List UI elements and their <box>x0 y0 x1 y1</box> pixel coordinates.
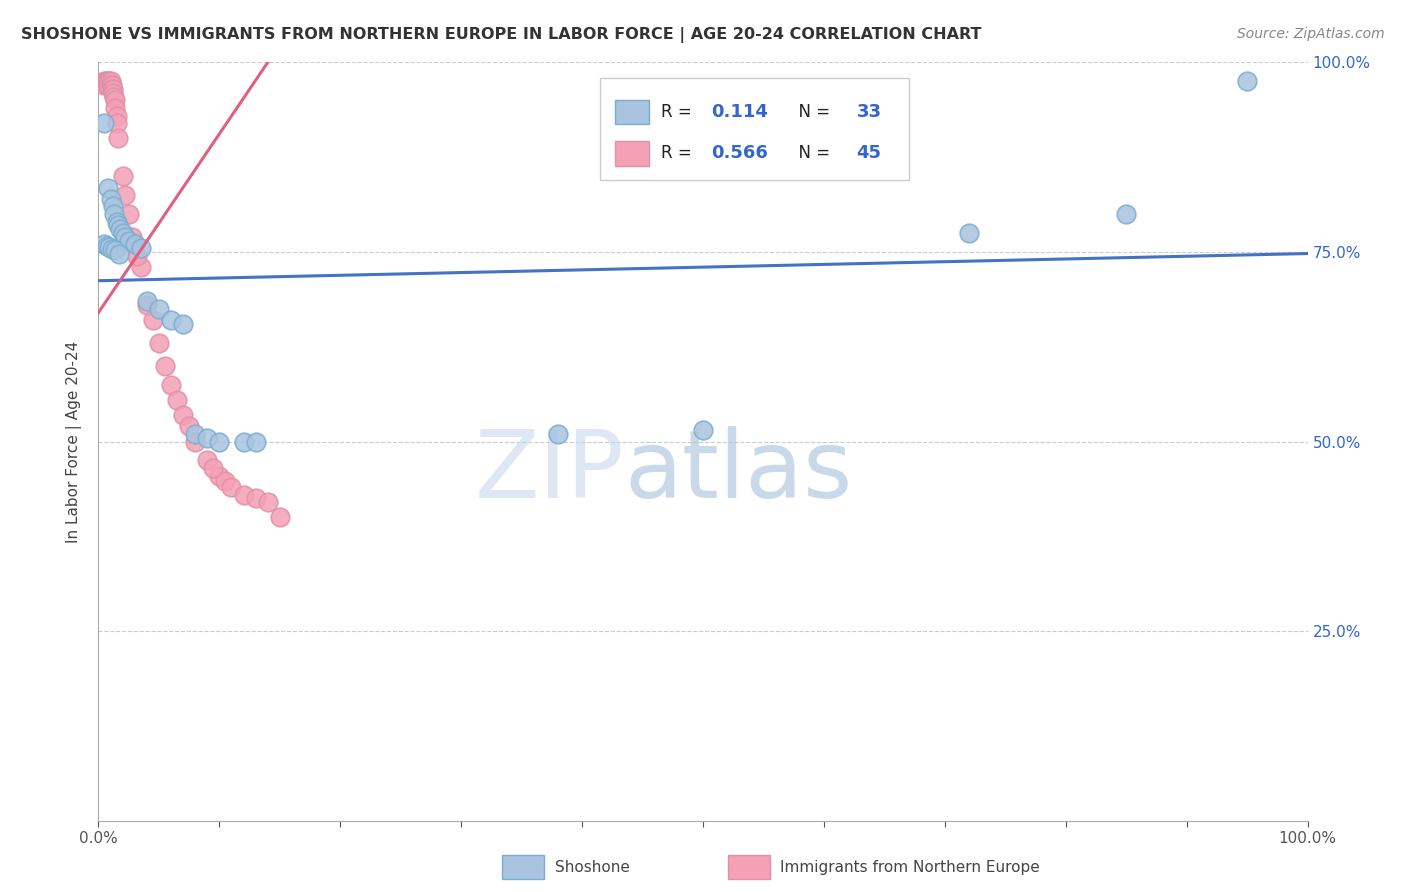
FancyBboxPatch shape <box>614 100 648 124</box>
Point <box>245 491 267 506</box>
Text: 45: 45 <box>856 145 882 162</box>
Point <box>184 427 207 442</box>
Point <box>97 180 120 194</box>
Point <box>1115 207 1137 221</box>
Point <box>142 313 165 327</box>
Point <box>97 74 120 88</box>
FancyBboxPatch shape <box>600 78 908 180</box>
Text: N =: N = <box>787 103 835 120</box>
Point <box>96 78 118 93</box>
Point <box>202 461 225 475</box>
Point <box>124 237 146 252</box>
Point <box>127 249 149 263</box>
Text: N =: N = <box>787 145 835 162</box>
Point <box>256 495 278 509</box>
Point <box>96 74 118 88</box>
Point <box>195 453 218 467</box>
Text: 0.114: 0.114 <box>711 103 768 120</box>
Point <box>148 336 170 351</box>
Text: Immigrants from Northern Europe: Immigrants from Northern Europe <box>780 860 1040 874</box>
Point <box>148 301 170 316</box>
Point <box>692 423 714 437</box>
Y-axis label: In Labor Force | Age 20-24: In Labor Force | Age 20-24 <box>66 341 83 542</box>
Point <box>101 82 124 96</box>
Point <box>101 86 124 100</box>
Point <box>100 82 122 96</box>
Point <box>114 188 136 202</box>
Point <box>118 207 141 221</box>
Point <box>100 192 122 206</box>
Point <box>105 215 128 229</box>
Point <box>184 434 207 449</box>
Point <box>124 237 146 252</box>
Point <box>93 116 115 130</box>
Point <box>94 74 117 88</box>
Text: R =: R = <box>661 145 697 162</box>
Point <box>103 89 125 103</box>
Text: ZIP: ZIP <box>475 425 624 518</box>
Text: 0.566: 0.566 <box>711 145 768 162</box>
Point <box>107 131 129 145</box>
Point <box>208 468 231 483</box>
Text: Shoshone: Shoshone <box>555 860 630 874</box>
Point <box>1236 74 1258 88</box>
Point <box>957 226 980 240</box>
Point <box>100 78 122 93</box>
FancyBboxPatch shape <box>614 141 648 166</box>
Point <box>208 434 231 449</box>
Point <box>172 408 194 422</box>
Point <box>129 260 152 275</box>
Point <box>232 434 254 449</box>
Point <box>269 510 291 524</box>
Point <box>177 419 201 434</box>
Text: SHOSHONE VS IMMIGRANTS FROM NORTHERN EUROPE IN LABOR FORCE | AGE 20-24 CORRELATI: SHOSHONE VS IMMIGRANTS FROM NORTHERN EUR… <box>21 27 981 43</box>
Point <box>160 313 183 327</box>
Point <box>100 74 122 88</box>
Text: 33: 33 <box>856 103 882 120</box>
Point <box>121 230 143 244</box>
Point <box>103 207 125 221</box>
Point <box>195 431 218 445</box>
Point <box>104 101 127 115</box>
Point <box>108 222 131 236</box>
Point <box>104 94 127 108</box>
Text: atlas: atlas <box>624 425 852 518</box>
Point <box>93 237 115 252</box>
Point <box>135 294 157 309</box>
Point <box>107 219 129 233</box>
Point <box>135 298 157 312</box>
Point <box>166 392 188 407</box>
Point <box>98 74 121 88</box>
Point <box>93 78 115 93</box>
Point <box>129 241 152 255</box>
Point <box>172 317 194 331</box>
Point <box>96 239 118 253</box>
Point <box>101 200 124 214</box>
Point <box>97 78 120 93</box>
Point <box>214 474 236 488</box>
Text: R =: R = <box>661 103 697 120</box>
Point <box>547 427 569 442</box>
Point <box>160 377 183 392</box>
Point <box>232 487 254 501</box>
Point <box>118 234 141 248</box>
Point <box>105 116 128 130</box>
Point <box>111 226 134 240</box>
Point <box>105 109 128 123</box>
Point <box>153 359 176 373</box>
Text: Source: ZipAtlas.com: Source: ZipAtlas.com <box>1237 27 1385 41</box>
Point <box>100 242 122 256</box>
Point <box>98 240 121 254</box>
Point <box>100 78 122 93</box>
Point <box>93 74 115 88</box>
Point <box>245 434 267 449</box>
Point <box>114 230 136 244</box>
Point <box>104 244 127 258</box>
Point <box>221 480 243 494</box>
Point <box>108 246 131 260</box>
Point <box>111 169 134 184</box>
